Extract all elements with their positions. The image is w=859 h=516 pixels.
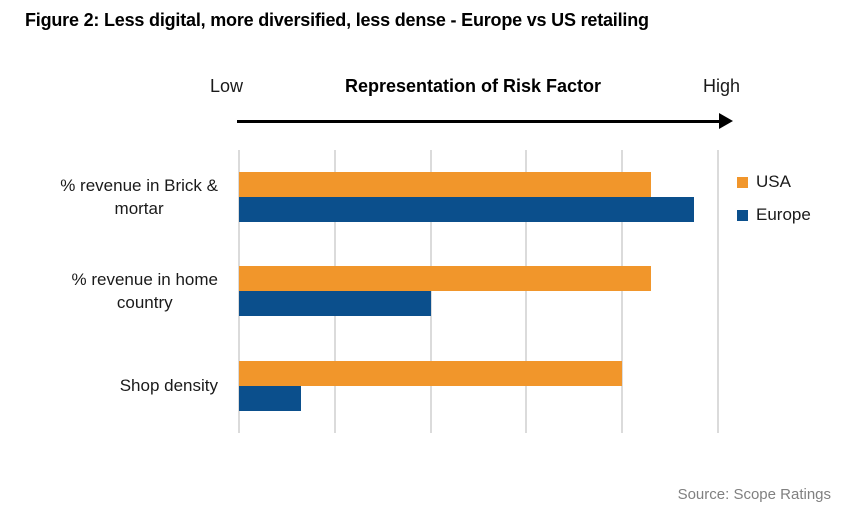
gridline xyxy=(429,150,432,433)
category-row xyxy=(239,339,718,433)
bar-europe xyxy=(239,291,431,317)
plot-area xyxy=(238,150,719,433)
category-label-cell: % revenue in Brick & mortar xyxy=(0,150,226,244)
category-row xyxy=(239,244,718,338)
bar-usa xyxy=(239,266,651,292)
category-label: % revenue in Brick & mortar xyxy=(60,176,218,219)
legend-swatch-europe-icon xyxy=(737,209,748,221)
category-label-cell: % revenue in home country xyxy=(0,244,226,338)
category-labels: % revenue in Brick & mortar % revenue in … xyxy=(0,150,226,433)
axis-high-label: High xyxy=(702,76,740,96)
category-row xyxy=(239,150,718,244)
category-label: Shop density xyxy=(119,376,218,396)
gridline xyxy=(621,150,624,433)
axis-header: Low Representation of Risk Factor High xyxy=(210,76,740,97)
legend-label-europe: Europe xyxy=(756,205,811,224)
category-label: % revenue in home country xyxy=(71,270,218,313)
bar-rows xyxy=(239,150,718,433)
category-label-cell: Shop density xyxy=(0,339,226,433)
bar-usa xyxy=(239,360,623,386)
legend-item-europe: Europe xyxy=(737,205,811,225)
axis-arrow-head-icon xyxy=(719,113,733,129)
bar-usa xyxy=(239,172,651,198)
axis-low-label: Low xyxy=(210,76,244,96)
legend-label-usa: USA xyxy=(756,172,791,191)
figure-title: Figure 2: Less digital, more diversified… xyxy=(25,10,649,30)
legend-item-usa: USA xyxy=(737,172,811,192)
bar-europe xyxy=(239,385,302,411)
legend-swatch-usa-icon xyxy=(737,176,748,188)
gridline xyxy=(525,150,528,433)
axis-arrow-line xyxy=(237,120,720,123)
source-attribution: Source: Scope Ratings xyxy=(677,486,831,503)
axis-title: Representation of Risk Factor xyxy=(344,76,602,96)
legend: USA Europe xyxy=(737,172,811,225)
gridline xyxy=(717,150,719,433)
bar-europe xyxy=(239,197,695,223)
